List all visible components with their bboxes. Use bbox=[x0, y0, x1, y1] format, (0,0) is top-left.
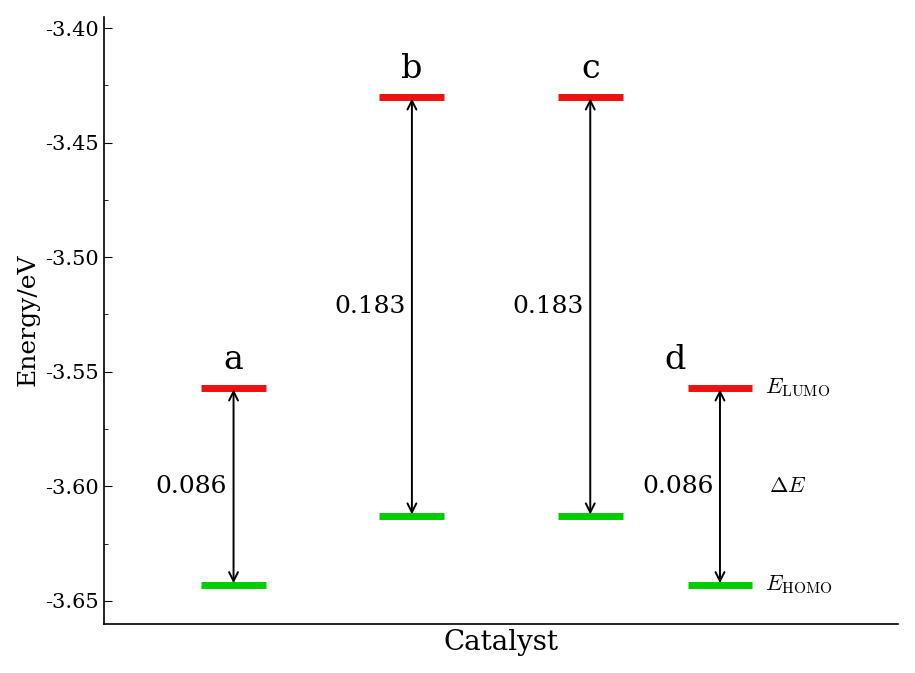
Text: 0.183: 0.183 bbox=[334, 295, 405, 318]
Text: d: d bbox=[664, 345, 685, 376]
Text: $\Delta E$: $\Delta E$ bbox=[769, 475, 806, 497]
Text: $E_{\rm LUMO}$: $E_{\rm LUMO}$ bbox=[765, 376, 831, 399]
Text: 0.086: 0.086 bbox=[642, 475, 714, 498]
Text: 0.086: 0.086 bbox=[156, 475, 227, 498]
Text: c: c bbox=[581, 53, 599, 85]
X-axis label: Catalyst: Catalyst bbox=[444, 629, 558, 656]
Text: 0.183: 0.183 bbox=[512, 295, 584, 318]
Y-axis label: Energy/eV: Energy/eV bbox=[16, 254, 39, 386]
Text: a: a bbox=[223, 345, 243, 376]
Text: $E_{\rm HOMO}$: $E_{\rm HOMO}$ bbox=[765, 573, 833, 596]
Text: b: b bbox=[401, 53, 423, 85]
